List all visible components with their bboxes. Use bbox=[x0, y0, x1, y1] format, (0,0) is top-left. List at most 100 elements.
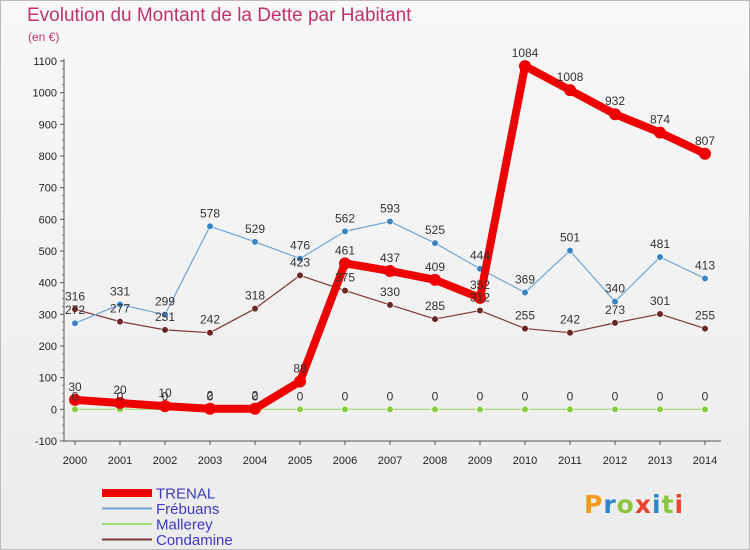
data-label: 0 bbox=[387, 389, 394, 403]
data-label: 461 bbox=[335, 243, 355, 257]
data-point bbox=[116, 318, 124, 326]
data-label: 0 bbox=[477, 389, 484, 403]
x-tick-label: 2005 bbox=[288, 455, 312, 467]
data-label: 369 bbox=[515, 272, 535, 286]
data-point bbox=[341, 405, 349, 413]
data-point bbox=[521, 405, 529, 413]
data-point bbox=[654, 126, 666, 139]
data-label: 285 bbox=[425, 299, 445, 313]
data-point bbox=[431, 315, 439, 323]
data-label: 874 bbox=[650, 113, 670, 127]
data-label: 932 bbox=[605, 94, 625, 108]
data-point bbox=[656, 405, 664, 413]
data-point bbox=[429, 273, 441, 286]
data-point bbox=[71, 319, 79, 327]
data-label: 30 bbox=[68, 380, 82, 394]
data-point bbox=[431, 405, 439, 413]
data-point bbox=[206, 222, 214, 230]
chart-title: Evolution du Montant de la Dette par Hab… bbox=[27, 5, 412, 26]
data-label: 0 bbox=[72, 389, 79, 403]
data-label: 562 bbox=[335, 211, 355, 225]
data-point bbox=[566, 329, 574, 337]
chart-unit: (en €) bbox=[28, 30, 60, 44]
data-point bbox=[249, 402, 261, 415]
y-tick-label: 500 bbox=[39, 246, 57, 258]
legend-label: TRENAL bbox=[156, 486, 215, 503]
data-label: 578 bbox=[200, 206, 220, 220]
data-label: 437 bbox=[380, 251, 400, 265]
data-point bbox=[701, 405, 709, 413]
x-tick-label: 2006 bbox=[333, 455, 357, 467]
data-point bbox=[204, 402, 216, 415]
data-point bbox=[519, 60, 531, 73]
data-label: 409 bbox=[425, 260, 445, 274]
x-tick-label: 2003 bbox=[198, 455, 222, 467]
data-point bbox=[69, 393, 81, 406]
y-tick-label: 700 bbox=[39, 183, 57, 195]
data-point bbox=[71, 405, 79, 413]
data-point bbox=[386, 405, 394, 413]
data-label: 331 bbox=[110, 285, 130, 299]
data-label: 413 bbox=[695, 259, 715, 273]
legend-label: Frébuans bbox=[156, 501, 219, 518]
y-tick-label: 400 bbox=[39, 278, 57, 290]
data-point bbox=[611, 405, 619, 413]
proxiti-logo: Proxiti bbox=[584, 490, 685, 519]
data-point bbox=[566, 405, 574, 413]
y-tick-label: 300 bbox=[39, 309, 57, 321]
data-label: 251 bbox=[155, 310, 175, 324]
data-point bbox=[521, 288, 529, 297]
data-point bbox=[431, 239, 439, 247]
data-label: 273 bbox=[605, 303, 625, 317]
data-point bbox=[701, 274, 709, 283]
chart-value-labels: 316 277 251 242 318 423 375 330 285 312 255 242 273 3… bbox=[65, 46, 715, 403]
data-label: 476 bbox=[290, 239, 310, 253]
data-point bbox=[251, 238, 259, 246]
data-point bbox=[341, 286, 349, 295]
data-label: 352 bbox=[470, 278, 490, 292]
data-point bbox=[611, 319, 619, 327]
data-point bbox=[341, 227, 349, 235]
data-label: 277 bbox=[110, 302, 130, 316]
data-label: 0 bbox=[252, 389, 259, 403]
data-point bbox=[116, 300, 124, 309]
data-label: 0 bbox=[342, 389, 349, 403]
data-point bbox=[566, 247, 574, 255]
legend-label: Condamine bbox=[156, 532, 233, 549]
chart-lines bbox=[69, 60, 711, 415]
data-point bbox=[296, 255, 304, 263]
data-label: 88 bbox=[293, 361, 307, 375]
data-point bbox=[206, 329, 214, 337]
data-label: 0 bbox=[117, 389, 124, 403]
data-point bbox=[114, 397, 126, 409]
x-tick-label: 2012 bbox=[603, 455, 627, 467]
data-label: 501 bbox=[560, 231, 580, 245]
data-label: 0 bbox=[522, 389, 529, 403]
data-label: 0 bbox=[612, 389, 619, 403]
y-tick-label: 900 bbox=[39, 119, 57, 131]
data-label: 807 bbox=[695, 134, 715, 148]
data-label: 0 bbox=[207, 389, 214, 403]
data-label: 255 bbox=[695, 309, 715, 323]
data-label: 10 bbox=[158, 386, 172, 400]
data-point bbox=[476, 306, 484, 315]
data-point bbox=[656, 310, 664, 318]
data-label: 1008 bbox=[557, 70, 584, 84]
data-point bbox=[161, 326, 169, 334]
data-point bbox=[609, 108, 621, 121]
data-label: 423 bbox=[290, 255, 310, 269]
y-tick-label: 100 bbox=[39, 373, 57, 385]
data-label: 316 bbox=[65, 289, 85, 303]
data-label: 299 bbox=[155, 295, 175, 309]
x-tick-label: 2001 bbox=[108, 455, 132, 467]
y-tick-label: 0 bbox=[51, 404, 57, 416]
data-label: 1084 bbox=[512, 46, 539, 60]
data-point bbox=[476, 405, 484, 413]
data-point bbox=[564, 84, 576, 97]
data-label: 340 bbox=[605, 282, 625, 296]
legend-label: Mallerey bbox=[156, 517, 213, 534]
data-label: 301 bbox=[650, 294, 670, 308]
x-tick-label: 2010 bbox=[513, 455, 537, 467]
